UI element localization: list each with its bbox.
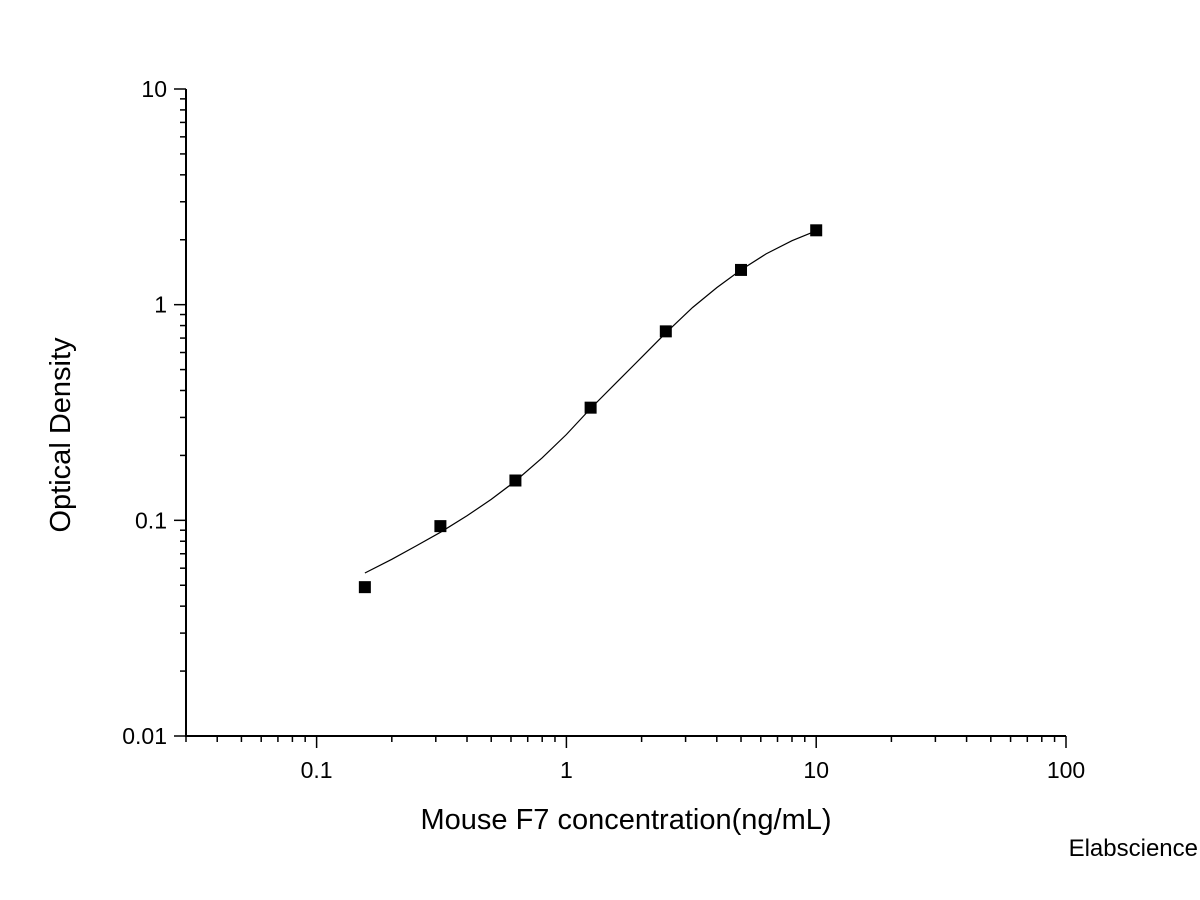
data-point <box>509 474 522 487</box>
y-axis-ticks: 0.01 0.1 1 10 <box>122 76 186 749</box>
data-point <box>659 325 672 338</box>
y-tick-label: 0.1 <box>135 507 167 533</box>
data-point <box>810 224 823 237</box>
data-point <box>358 581 371 594</box>
y-tick-label: 10 <box>141 76 167 102</box>
y-tick-label: 1 <box>154 292 167 318</box>
y-tick-label: 0.01 <box>122 723 167 749</box>
axes <box>185 89 1066 737</box>
data-point <box>434 520 447 533</box>
data-points <box>358 224 823 594</box>
x-axis-title: Mouse F7 concentration(ng/mL) <box>420 804 831 836</box>
x-tick-label: 0.1 <box>301 757 333 783</box>
x-tick-label: 1 <box>560 757 573 783</box>
data-point <box>735 263 748 276</box>
data-point <box>584 401 597 414</box>
x-axis-ticks: 0.1 1 10 100 <box>185 736 1085 783</box>
x-tick-label: 100 <box>1047 757 1085 783</box>
y-axis-title: Optical Density <box>45 337 77 533</box>
watermark-text: Elabscience <box>1069 835 1198 862</box>
x-tick-label: 10 <box>803 757 829 783</box>
